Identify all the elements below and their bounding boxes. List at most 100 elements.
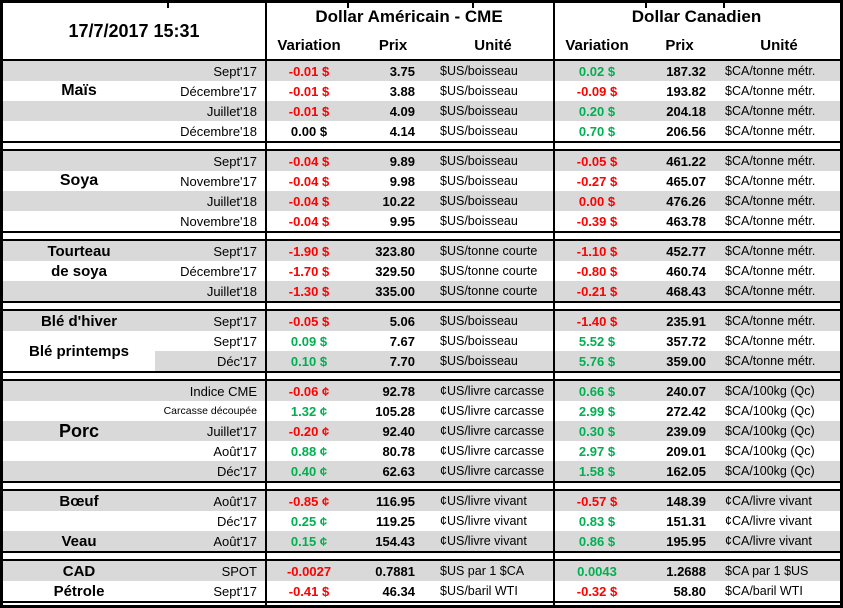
- ca-price-cell: 240.07: [666, 383, 706, 399]
- ca-unit-cell: $CA/tonne métr.: [725, 194, 816, 208]
- us-variation-cell: -0.04 $: [288, 213, 330, 229]
- ca-price-cell: 162.05: [666, 463, 706, 479]
- ca-unit-cell: $CA/tonne métr.: [725, 124, 816, 138]
- ca-unit-cell: $CA/100kg (Qc): [725, 444, 815, 458]
- us-price-cell: 9.98: [389, 173, 415, 189]
- us-price-cell: 323.80: [375, 243, 415, 259]
- us-unit-cell: $US par 1 $CA: [440, 564, 525, 578]
- us-unit-cell: ¢US/livre carcasse: [440, 404, 545, 418]
- ca-price-cell: 359.00: [666, 353, 706, 369]
- section-label: Bœuf: [59, 492, 99, 510]
- us-price-cell: 0.7881: [375, 563, 415, 579]
- section-label: Soya: [59, 172, 99, 189]
- contract-month-cell: Novembre'17: [180, 173, 257, 189]
- commodity-section: SPOT -0.0027 0.7881 $US par 1 $CA 0.0043…: [3, 559, 840, 603]
- table-row: Décembre'17 -1.70 $ 329.50 $US/tonne cou…: [3, 261, 840, 281]
- ca-price-cell: 235.91: [666, 313, 706, 329]
- contract-month-cell: Août'17: [213, 443, 257, 459]
- table-row: Décembre'18 0.00 $ 4.14 $US/boisseau 0.7…: [3, 121, 840, 141]
- commodity-label-cell: [3, 511, 155, 531]
- contract-month-cell: Août'17: [213, 493, 257, 509]
- us-price-cell: 10.22: [382, 193, 415, 209]
- us-variation-cell: -0.04 $: [288, 193, 330, 209]
- contract-month-cell: Décembre'17: [180, 83, 257, 99]
- us-variation-cell: 0.15 ¢: [290, 533, 328, 549]
- us-price-cell: 46.34: [382, 583, 415, 599]
- commodity-label-cell: [3, 151, 155, 171]
- us-variation-cell: 0.88 ¢: [290, 443, 328, 459]
- ca-unit-cell: $CA/tonne métr.: [725, 84, 816, 98]
- us-variation-cell: -0.85 ¢: [288, 493, 330, 509]
- ca-dollar-title: Dollar Canadien: [631, 7, 762, 26]
- us-price-cell: 116.95: [375, 493, 415, 509]
- ca-price-cell: 461.22: [666, 153, 706, 169]
- ca-variation-cell: -0.27 $: [576, 173, 618, 189]
- ca-unit-cell: $CA/baril WTI: [725, 584, 803, 598]
- section-label: Blé printemps: [28, 342, 130, 360]
- ca-unit-cell: $CA/100kg (Qc): [725, 424, 815, 438]
- ca-column-header-unite: Unité: [760, 36, 798, 54]
- ca-variation-cell: 0.0043: [577, 563, 617, 579]
- ca-variation-cell: 0.70 $: [578, 123, 616, 139]
- ca-variation-cell: -0.21 $: [576, 283, 618, 299]
- table-row: Sept'17 -0.41 $ 46.34 $US/baril WTI -0.3…: [3, 581, 840, 601]
- commodity-section: Sept'17 -0.05 $ 5.06 $US/boisseau -1.40 …: [3, 309, 840, 373]
- commodity-label-cell: [3, 351, 155, 371]
- ca-column-header-prix: Prix: [665, 36, 694, 54]
- ca-variation-cell: 2.99 $: [578, 403, 616, 419]
- table-row: Novembre'17 -0.04 $ 9.98 $US/boisseau -0…: [3, 171, 840, 191]
- section-label: de soya: [51, 262, 107, 280]
- us-price-cell: 7.67: [389, 333, 415, 349]
- ca-unit-cell: $CA/tonne métr.: [725, 64, 816, 78]
- table-row: Décembre'17 -0.01 $ 3.88 $US/boisseau -0…: [3, 81, 840, 101]
- ca-price-cell: 187.32: [666, 63, 706, 79]
- us-unit-cell: $US/baril WTI: [440, 584, 518, 598]
- contract-month-cell: Carcasse découpée: [163, 405, 257, 417]
- ca-variation-cell: 0.02 $: [578, 63, 616, 79]
- ca-unit-cell: $CA/tonne métr.: [725, 314, 816, 328]
- column-tick: [645, 3, 647, 8]
- us-price-cell: 105.28: [375, 403, 415, 419]
- section-label: Tourteau: [47, 242, 111, 260]
- ca-variation-cell: 0.86 $: [578, 533, 616, 549]
- ca-price-cell: 195.95: [666, 533, 706, 549]
- table-header: 17/7/2017 15:31 Dollar Américain - CME V…: [3, 3, 840, 59]
- ca-variation-cell: -0.39 $: [576, 213, 618, 229]
- us-variation-cell: 0.25 ¢: [290, 513, 328, 529]
- contract-month-cell: Sept'17: [213, 313, 257, 329]
- us-unit-cell: ¢US/livre carcasse: [440, 424, 545, 438]
- commodity-label-cell: [3, 461, 155, 481]
- us-price-cell: 329.50: [375, 263, 415, 279]
- ca-unit-cell: ¢CA/livre vivant: [725, 514, 812, 528]
- contract-month-cell: Sept'17: [213, 583, 257, 599]
- us-price-cell: 92.40: [382, 423, 415, 439]
- commodity-label-cell: [3, 191, 155, 211]
- us-price-cell: 62.63: [382, 463, 415, 479]
- us-column-header-prix: Prix: [378, 36, 408, 54]
- us-unit-cell: ¢US/livre carcasse: [440, 384, 545, 398]
- section-label: Maïs: [61, 82, 97, 99]
- section-label: Blé d'hiver: [40, 312, 118, 330]
- us-unit-cell: $US/boisseau: [440, 194, 518, 208]
- us-variation-cell: -0.20 ¢: [288, 423, 330, 439]
- commodity-label-cell: [3, 281, 155, 301]
- ca-variation-cell: -0.57 $: [576, 493, 618, 509]
- commodity-section: Sept'17 -1.90 $ 323.80 $US/tonne courte …: [3, 239, 840, 303]
- commodity-label-cell: [3, 381, 155, 401]
- us-unit-cell: $US/boisseau: [440, 154, 518, 168]
- ca-price-cell: 476.26: [666, 193, 706, 209]
- commodity-label-cell: [3, 401, 155, 421]
- ca-unit-cell: $CA/tonne métr.: [725, 154, 816, 168]
- table-row: Juillet'18 -1.30 $ 335.00 $US/tonne cour…: [3, 281, 840, 301]
- section-label: Pétrole: [53, 582, 105, 600]
- us-price-cell: 119.25: [375, 513, 415, 529]
- ca-unit-cell: $CA/tonne métr.: [725, 354, 816, 368]
- us-unit-cell: $US/tonne courte: [440, 284, 538, 298]
- column-tick: [723, 3, 725, 8]
- contract-month-cell: Déc'17: [216, 353, 257, 369]
- ca-unit-cell: $CA/tonne métr.: [725, 214, 816, 228]
- us-unit-cell: ¢US/livre carcasse: [440, 464, 545, 478]
- table-row: Août'17 0.88 ¢ 80.78 ¢US/livre carcasse …: [3, 441, 840, 461]
- us-variation-cell: -0.01 $: [288, 83, 330, 99]
- commodity-label-cell: [3, 121, 155, 141]
